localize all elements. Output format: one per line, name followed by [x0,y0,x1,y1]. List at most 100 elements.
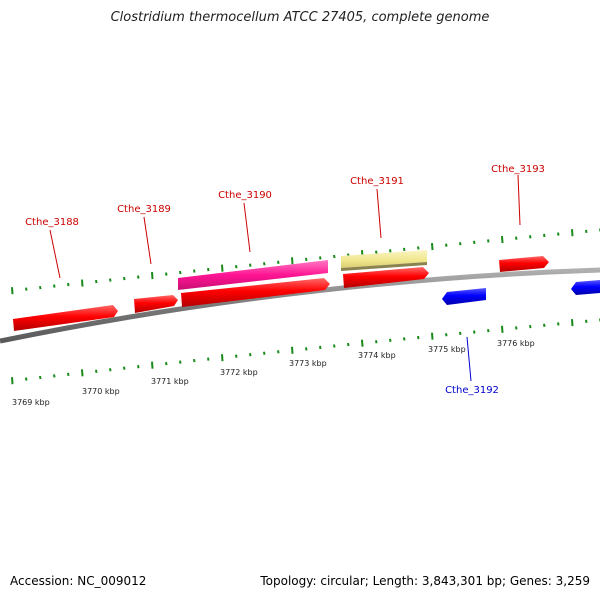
tick-mark [319,256,322,260]
gene-arrow-forward[interactable] [181,278,330,307]
tick-mark [207,357,210,361]
gene-arrow-forward[interactable] [499,256,549,272]
tick-mark [305,257,308,262]
tick-mark [403,247,406,252]
tick-mark [165,272,168,276]
map-title: Clostridium thermocellum ATCC 27405, com… [110,10,490,25]
tick-mark [305,347,308,351]
tick-mark [151,271,154,280]
tick-mark [585,319,588,323]
scale-label: 3774 kbp [358,351,396,360]
gene-label[interactable]: Cthe_3188 [25,217,79,228]
tick-mark [487,328,490,333]
gene-label-leader [517,174,521,226]
gene-arrow-forward[interactable] [134,295,178,313]
tick-mark [557,232,560,236]
scale-labels: 3769 kbp 3770 kbp 3771 kbp 3772 kbp 3773… [12,339,535,407]
tick-mark [11,377,14,385]
tick-mark [53,284,56,288]
tick-mark [473,330,476,334]
tick-mark [515,236,518,240]
tick-mark [109,368,112,372]
tick-mark [529,324,532,329]
gene-arrow-reverse[interactable] [571,280,600,295]
gene-highlight-pale-edge [341,262,427,271]
tick-mark [543,323,546,327]
gene-label[interactable]: Cthe_3189 [117,204,171,215]
tick-mark [571,229,574,237]
tick-mark [515,326,518,330]
tick-mark [123,276,126,281]
tick-mark [151,361,154,369]
tick-mark [529,235,532,239]
tick-mark [123,366,126,370]
tick-mark [137,275,140,279]
tick-mark [431,242,434,251]
tick-mark [95,279,98,284]
tick-mark [137,365,140,369]
gene-arrow-forward[interactable] [13,305,118,331]
tick-mark [67,282,70,287]
tick-mark [571,319,574,327]
tick-mark [249,263,252,267]
tick-mark [375,250,378,254]
tick-mark [417,335,420,340]
gene-arrow-forward[interactable] [343,267,429,288]
tick-mark [375,340,378,344]
tick-mark [333,344,336,348]
tick-mark [179,360,182,364]
scale-label: 3771 kbp [151,377,189,386]
tick-mark [11,287,14,295]
scale-label: 3772 kbp [220,368,258,377]
gene-label[interactable]: Cthe_3192 [445,385,499,396]
tick-mark [459,331,462,336]
gene-label[interactable]: Cthe_3190 [218,190,272,201]
gene-label-leaders [49,174,521,382]
tick-mark [501,236,504,244]
tick-mark [235,264,238,269]
gene-label[interactable]: Cthe_3193 [491,164,545,175]
tick-mark [445,243,448,247]
scale-label: 3773 kbp [289,359,327,368]
tick-mark [347,342,350,347]
tick-mark [263,351,266,355]
gene-arrow-reverse[interactable] [442,288,486,305]
gene-label-leader [243,202,251,253]
scale-label: 3776 kbp [497,339,535,348]
gene-label-leader [466,336,472,382]
gene-label-leader [143,216,152,265]
scale-label: 3775 kbp [428,345,466,354]
tick-mark [389,249,392,253]
tick-mark [39,375,42,380]
tick-mark [291,257,294,265]
tick-mark [81,279,84,287]
gene-label[interactable]: Cthe_3191 [350,176,404,187]
tick-mark [207,267,210,272]
tick-mark [179,270,182,275]
tick-mark [445,333,448,337]
tick-mark [67,372,70,377]
tick-mark [557,322,560,326]
tick-mark [53,374,56,378]
tick-mark [487,239,490,243]
accession-text: Accession: NC_009012 [10,574,147,588]
tick-mark [277,260,280,264]
scale-label: 3770 kbp [82,387,120,396]
tick-mark [221,264,224,272]
tick-mark [361,339,364,347]
tick-mark [417,246,420,250]
tick-mark [25,287,28,291]
tick-mark [277,350,280,354]
tick-mark [109,278,112,282]
tick-mark [193,269,196,273]
gene-highlight-magenta[interactable] [178,260,328,290]
tick-mark [193,358,196,363]
tick-mark [431,332,434,340]
tick-mark [95,369,98,373]
gene-label-leader [49,229,61,279]
tick-mark [585,229,588,234]
tick-mark [501,325,504,333]
tick-mark [389,338,392,342]
tick-mark [249,353,252,357]
